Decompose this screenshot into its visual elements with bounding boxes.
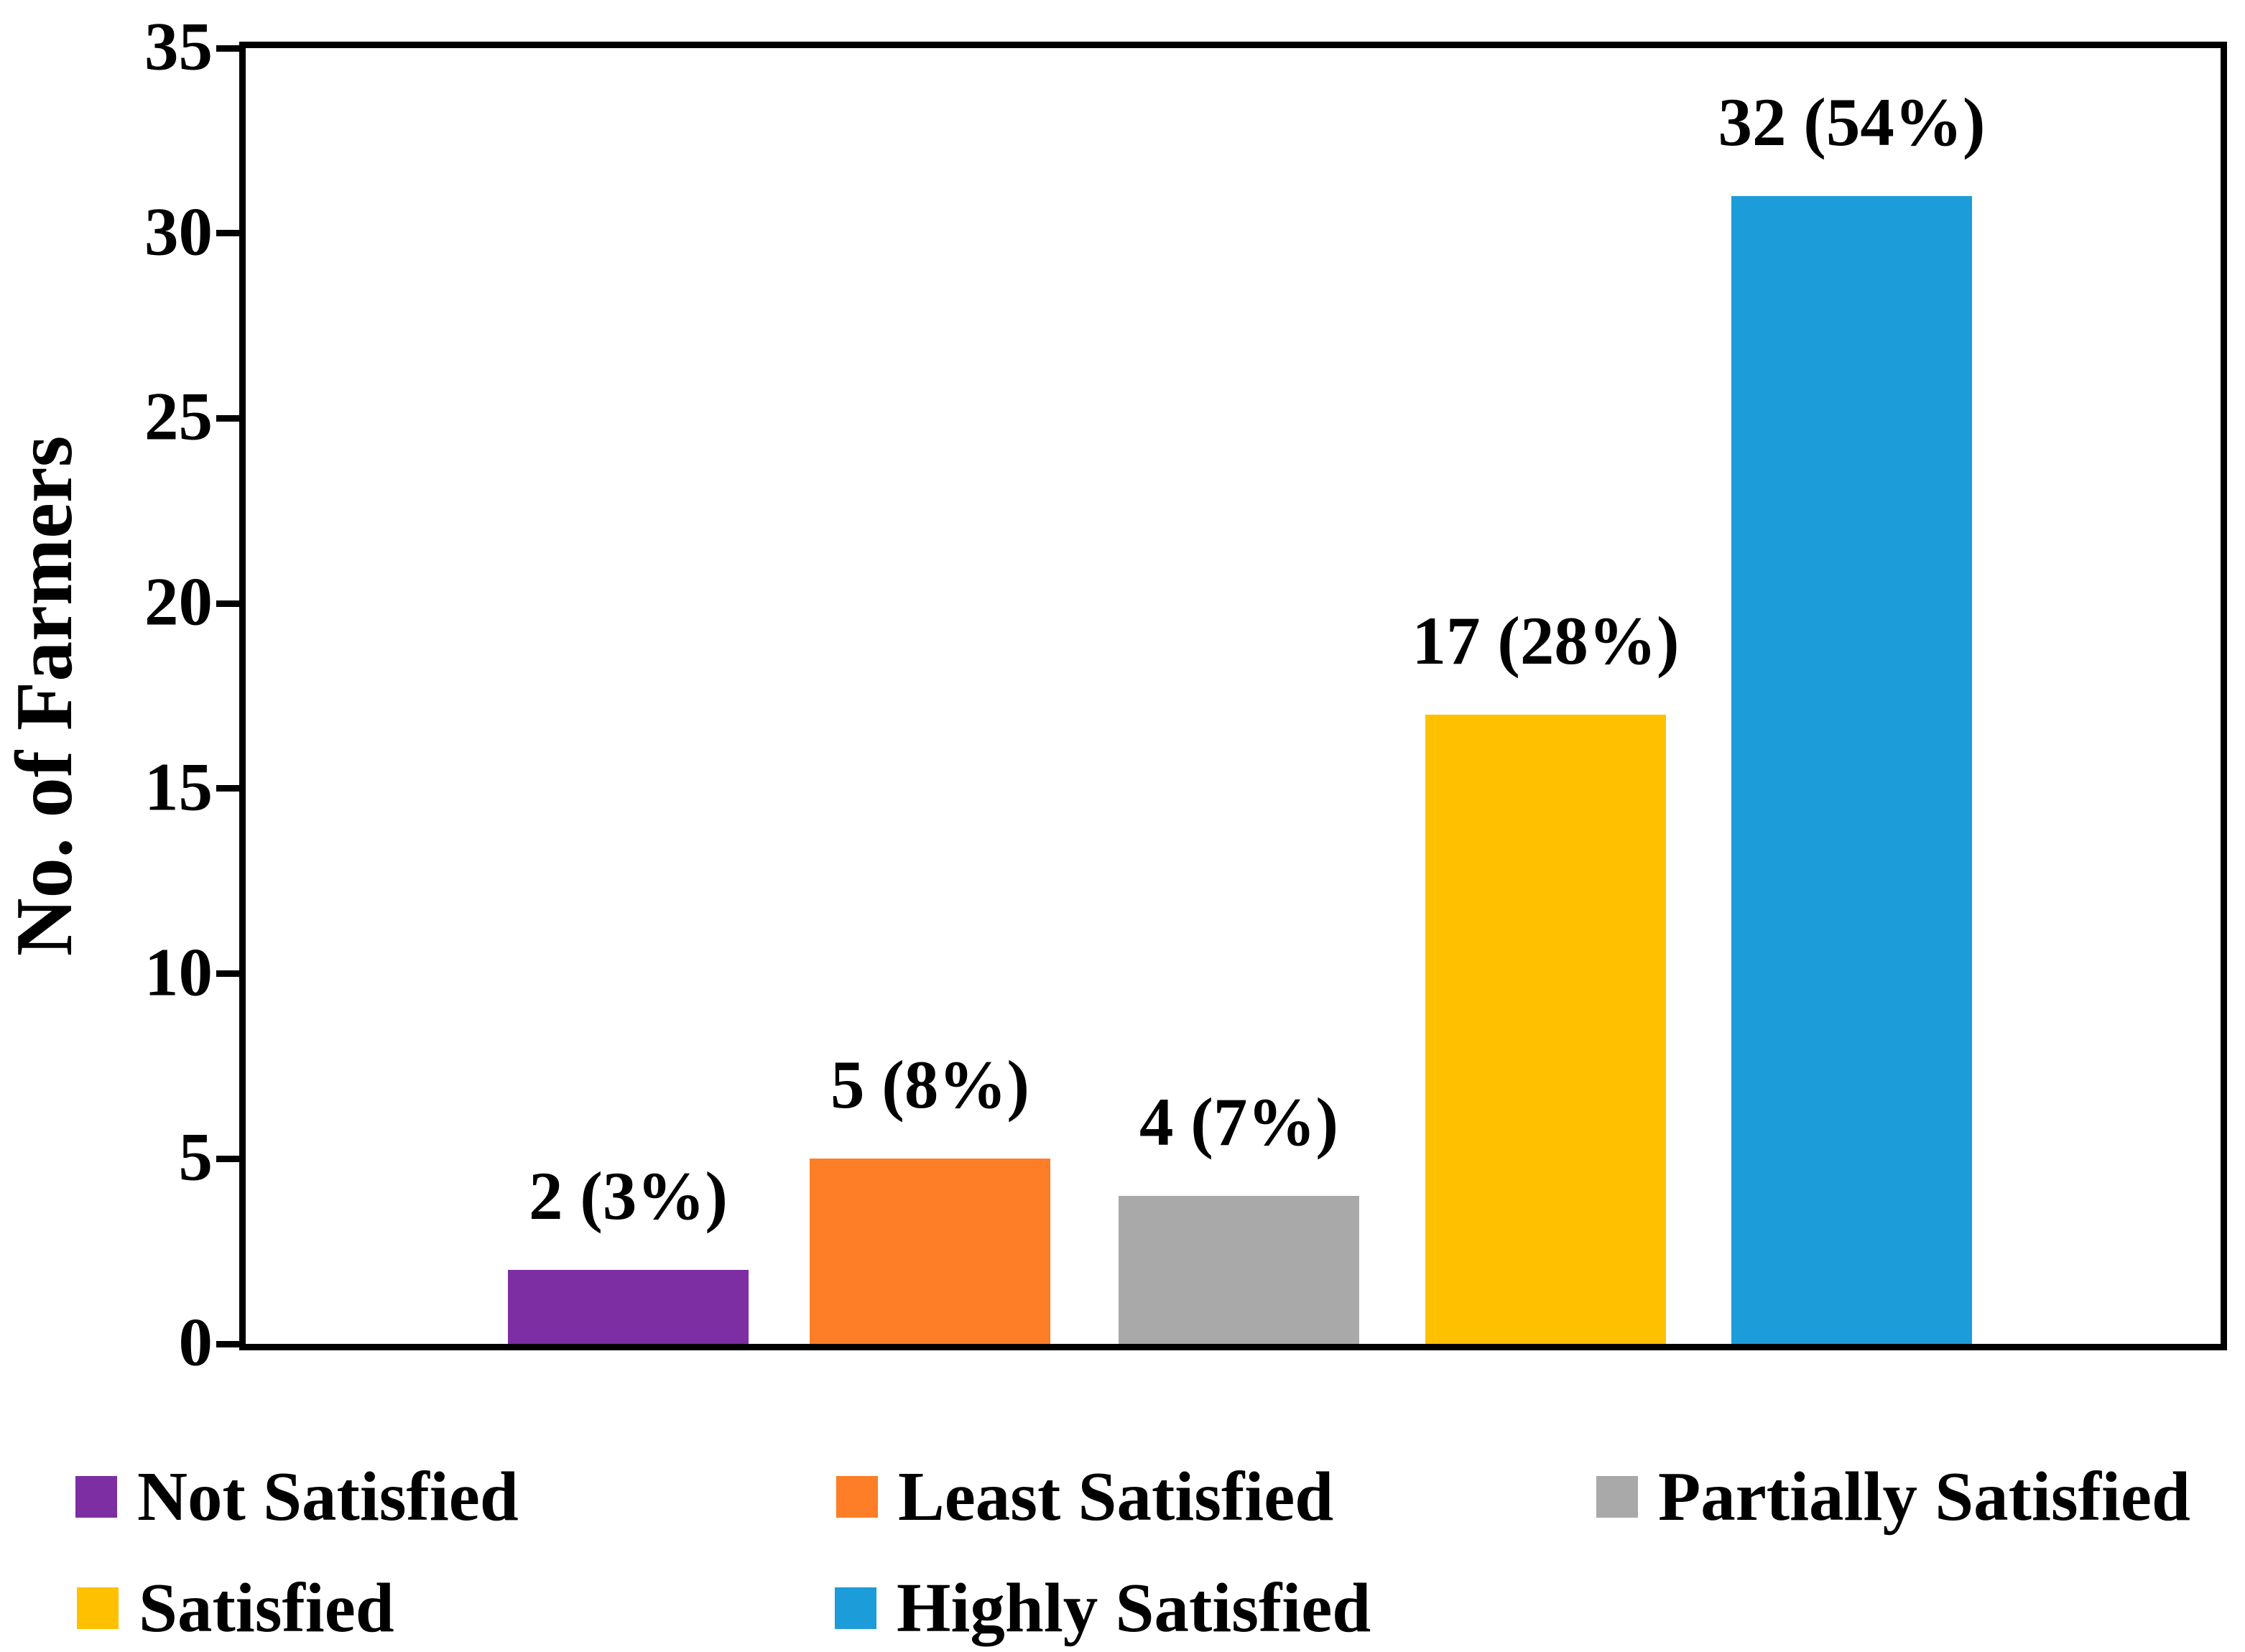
- legend-label: Not Satisfied: [137, 1458, 519, 1535]
- y-tick-label: 25: [144, 379, 213, 455]
- y-axis-title: No. of Farmers: [0, 435, 89, 957]
- y-tick-mark: [216, 230, 240, 237]
- bar-value-label: 4 (7%): [1139, 1083, 1339, 1160]
- bar-least-satisfied: [810, 1159, 1050, 1344]
- y-tick-label: 0: [178, 1304, 213, 1380]
- y-tick-mark: [216, 414, 240, 422]
- legend-label: Highly Satisfied: [897, 1569, 1371, 1646]
- legend-item-highly-satisfied: Highly Satisfied: [835, 1573, 1371, 1643]
- bar-value-label: 17 (28%): [1412, 602, 1680, 679]
- legend-item-not-satisfied: Not Satisfied: [75, 1462, 519, 1531]
- bar-partially-satisfied: [1119, 1195, 1359, 1344]
- legend-swatch: [1596, 1475, 1638, 1518]
- legend-swatch: [77, 1587, 119, 1629]
- y-tick-label: 30: [144, 193, 213, 270]
- legend-item-satisfied: Satisfied: [77, 1573, 394, 1643]
- legend-label: Partially Satisfied: [1658, 1458, 2190, 1535]
- y-tick-mark: [216, 45, 240, 52]
- y-tick-mark: [216, 1340, 240, 1347]
- legend-item-least-satisfied: Least Satisfied: [836, 1462, 1333, 1531]
- bar-value-label: 32 (54%): [1718, 84, 1986, 161]
- y-tick-mark: [216, 600, 240, 607]
- y-tick-label: 5: [178, 1118, 213, 1195]
- y-tick-mark: [216, 970, 240, 978]
- y-tick-mark: [216, 785, 240, 792]
- legend-label: Satisfied: [139, 1569, 394, 1646]
- bar-value-label: 5 (8%): [830, 1047, 1030, 1123]
- legend-item-partially-satisfied: Partially Satisfied: [1596, 1462, 2190, 1531]
- plot-area: [239, 42, 2227, 1350]
- y-tick-label: 35: [144, 8, 213, 85]
- y-tick-mark: [216, 1155, 240, 1162]
- y-tick-label: 10: [144, 934, 213, 1011]
- legend-swatch: [835, 1587, 876, 1629]
- legend-label: Least Satisfied: [898, 1458, 1334, 1535]
- bar-highly-satisfied: [1731, 196, 1972, 1344]
- legend-swatch: [836, 1475, 878, 1518]
- bar-value-label: 2 (3%): [528, 1157, 728, 1234]
- bar-satisfied: [1425, 714, 1666, 1344]
- legend-swatch: [75, 1475, 117, 1518]
- y-tick-label: 20: [144, 563, 213, 640]
- y-tick-label: 15: [144, 748, 213, 825]
- bar-not-satisfied: [508, 1269, 749, 1344]
